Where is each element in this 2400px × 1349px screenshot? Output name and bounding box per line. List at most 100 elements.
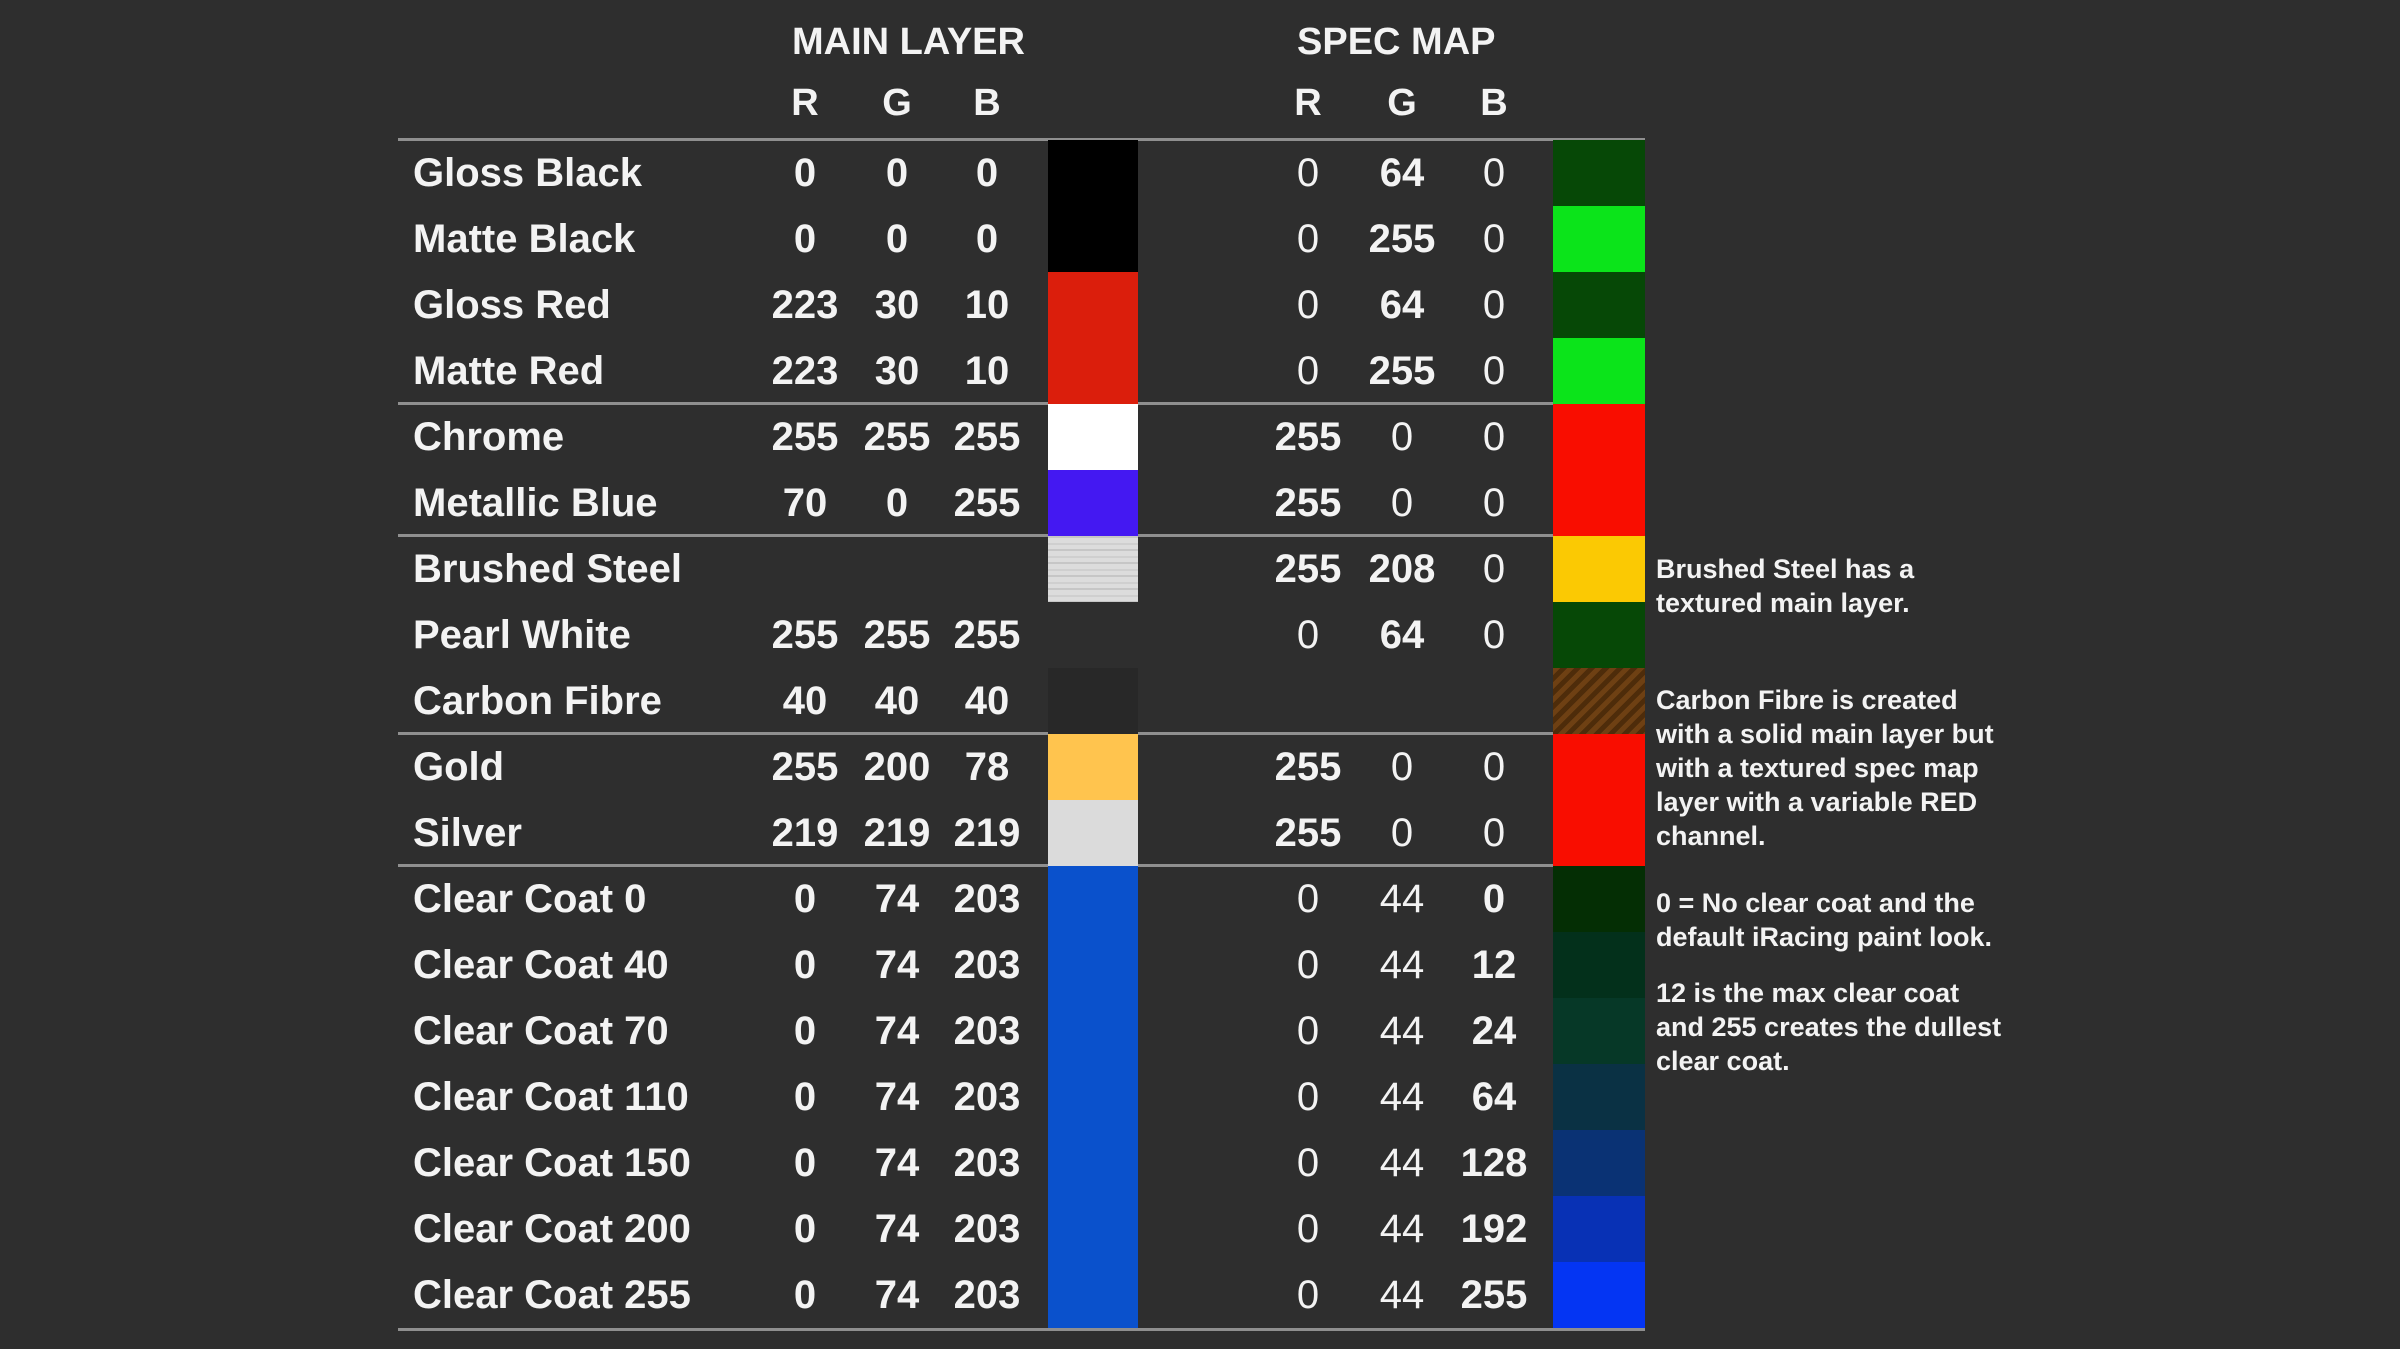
main-rgb-value: 223	[771, 283, 839, 327]
spec-rgb-value: 0	[1296, 283, 1320, 327]
spec-rgb-value: 0	[1390, 415, 1414, 459]
spec-rgb-value: 0	[1482, 877, 1506, 921]
annotation-note: 0 = No clear coat and the default iRacing…	[1656, 886, 2056, 954]
main-rgb-value: 223	[771, 349, 839, 393]
main-layer-swatch	[1048, 668, 1138, 734]
row-label: Matte Black	[413, 217, 636, 261]
spec-rgb-value: 255	[1274, 811, 1342, 855]
spec-rgb-value: 44	[1379, 1141, 1425, 1185]
separator-line	[398, 732, 1645, 735]
row-label: Brushed Steel	[413, 547, 682, 591]
annotation-line: channel.	[1656, 821, 1766, 851]
row-label: Chrome	[413, 415, 565, 459]
main-rgb-value: 10	[964, 283, 1010, 327]
spec-rgb-value: 64	[1379, 151, 1425, 195]
spec-rgb-value: 0	[1390, 811, 1414, 855]
main-rgb-value: 219	[863, 811, 931, 855]
annotation-line: 12 is the max clear coat	[1656, 978, 1960, 1008]
spec-rgb-value: 12	[1471, 943, 1517, 987]
spec-rgb-value: 192	[1460, 1207, 1528, 1251]
spec-rgb-value: 0	[1390, 745, 1414, 789]
main-rgb-value: 219	[953, 811, 1021, 855]
spec-rgb-value: 44	[1379, 1009, 1425, 1053]
spec-map-swatch	[1553, 536, 1645, 602]
spec-rgb-value: 0	[1296, 1207, 1320, 1251]
row-label: Clear Coat 40	[413, 943, 669, 987]
main-rgb-value: 203	[953, 1207, 1021, 1251]
main-rgb-value: 40	[874, 679, 920, 723]
spec-rgb-value: 255	[1274, 415, 1342, 459]
row-label: Carbon Fibre	[413, 679, 662, 723]
spec-rgb-value: 64	[1379, 283, 1425, 327]
main-rgb-value: 0	[975, 151, 999, 195]
spec-rgb-value: 0	[1482, 481, 1506, 525]
main-layer-swatch	[1048, 800, 1138, 866]
spec-map-swatch-carbon-texture	[1553, 668, 1645, 734]
spec-rgb-value: 255	[1274, 547, 1342, 591]
annotation-line: 0 = No clear coat and the	[1656, 888, 1975, 918]
row-label: Clear Coat 200	[413, 1207, 691, 1251]
main-rgb-value: 70	[782, 481, 828, 525]
main-rgb-value: 0	[885, 481, 909, 525]
main-rgb-value: 0	[885, 217, 909, 261]
spec-rgb-value: 0	[1482, 283, 1506, 327]
spec-map-swatch	[1553, 140, 1645, 206]
spec-rgb-value: 0	[1390, 481, 1414, 525]
row-label: Silver	[413, 811, 522, 855]
main-rgb-value: 203	[953, 943, 1021, 987]
separator-line	[398, 1328, 1645, 1331]
main-layer-swatch	[1048, 470, 1138, 536]
spec-map-swatch	[1553, 602, 1645, 668]
annotation-line: clear coat.	[1656, 1046, 1790, 1076]
main-rgb-value: 74	[874, 1273, 920, 1317]
annotation-line: Brushed Steel has a	[1656, 554, 1915, 584]
spec-map-swatch	[1553, 932, 1645, 998]
spec-rgb-value: 0	[1296, 1075, 1320, 1119]
row-label: Clear Coat 70	[413, 1009, 669, 1053]
row-label: Clear Coat 255	[413, 1273, 691, 1317]
main-rgb-value: 74	[874, 943, 920, 987]
spec-map-swatch	[1553, 1196, 1645, 1262]
main-rgb-value: 40	[782, 679, 828, 723]
spec-rgb-value: 128	[1460, 1141, 1528, 1185]
spec-rgb-value: 0	[1296, 613, 1320, 657]
main-rgb-value: 74	[874, 1009, 920, 1053]
main-rgb-value: 40	[964, 679, 1010, 723]
spec-map-swatch	[1553, 866, 1645, 932]
main-rgb-value: 255	[863, 613, 931, 657]
annotation-line: textured main layer.	[1656, 588, 1910, 618]
spec-rgb-value: 255	[1274, 481, 1342, 525]
spec-rgb-value: 0	[1296, 1141, 1320, 1185]
spec-col-header-b: B	[1480, 82, 1508, 124]
annotation-line: Carbon Fibre is created	[1656, 685, 1958, 715]
spec-rgb-value: 0	[1482, 349, 1506, 393]
row-label: Pearl White	[413, 613, 631, 657]
spec-col-header-g: G	[1387, 82, 1417, 124]
spec-rgb-value: 44	[1379, 1207, 1425, 1251]
main-rgb-value: 203	[953, 1141, 1021, 1185]
main-rgb-value: 0	[793, 1273, 817, 1317]
spec-rgb-value: 0	[1482, 415, 1506, 459]
spec-map-swatch	[1553, 404, 1645, 536]
main-rgb-value: 0	[793, 1075, 817, 1119]
main-layer-swatch	[1048, 404, 1138, 470]
main-rgb-value: 78	[964, 745, 1010, 789]
spec-col-header-r: R	[1294, 82, 1322, 124]
main-rgb-value: 30	[874, 283, 920, 327]
row-label: Gloss Red	[413, 283, 611, 327]
spec-rgb-value: 0	[1482, 217, 1506, 261]
main-rgb-value: 255	[953, 481, 1021, 525]
row-label: Gloss Black	[413, 151, 643, 195]
main-layer-swatch	[1048, 866, 1138, 1328]
main-rgb-value: 0	[885, 151, 909, 195]
annotation-line: with a solid main layer but	[1656, 719, 1994, 749]
separator-line	[398, 864, 1645, 867]
spec-rgb-value: 255	[1274, 745, 1342, 789]
spec-rgb-value: 44	[1379, 1075, 1425, 1119]
main-col-header-b: B	[973, 82, 1001, 124]
main-rgb-value: 0	[793, 1141, 817, 1185]
spec-map-swatch	[1553, 1064, 1645, 1130]
spec-rgb-value: 255	[1368, 217, 1436, 261]
main-rgb-value: 219	[771, 811, 839, 855]
main-rgb-value: 0	[793, 943, 817, 987]
